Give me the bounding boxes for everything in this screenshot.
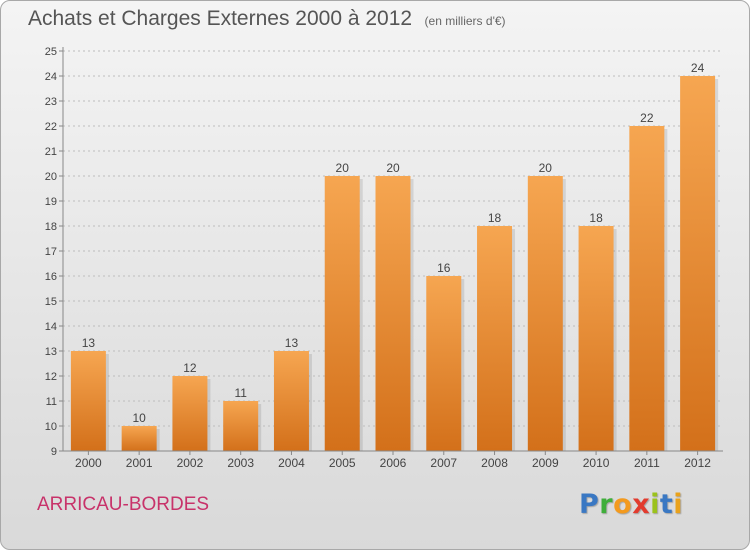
commune-name: ARRICAU-BORDES	[37, 494, 210, 515]
logo-letter: o	[613, 489, 633, 520]
bar	[70, 351, 106, 451]
logo-letter: P	[579, 489, 600, 520]
bar	[426, 276, 462, 451]
value-label: 12	[183, 361, 197, 375]
x-tick-label: 2005	[329, 456, 356, 470]
bars: 13 10 12 11 13 20 20 16 18 20 18 22 24	[70, 61, 719, 451]
bar	[121, 426, 157, 451]
y-tick-label: 20	[45, 171, 57, 183]
logo-letter: i	[673, 489, 684, 520]
proxiti-logo: Proxiti	[579, 489, 683, 520]
bar	[375, 176, 411, 451]
value-label: 13	[285, 336, 299, 350]
axes: 9 10 11 12 13 14 15 16 17 18 19 20 21 22 23 24 25 2000 200…	[45, 46, 723, 470]
bar	[477, 226, 513, 451]
y-tick-label: 12	[45, 371, 57, 383]
value-label: 16	[437, 261, 451, 275]
x-tick-label: 2008	[481, 456, 508, 470]
logo-letter: t	[659, 489, 674, 520]
y-tick-label: 13	[45, 346, 57, 358]
x-tick-label: 2002	[177, 456, 204, 470]
x-tick-label: 2001	[126, 456, 153, 470]
value-label: 11	[234, 386, 247, 400]
y-tick-label: 11	[46, 396, 57, 408]
y-tick-label: 23	[45, 96, 57, 108]
x-tick-label: 2009	[532, 456, 559, 470]
y-tick-label: 16	[45, 271, 57, 283]
y-tick-label: 9	[51, 446, 57, 458]
chart-title: Achats et Charges Externes 2000 à 2012	[28, 7, 413, 30]
y-tick-label: 22	[45, 121, 57, 133]
x-tick-label: 2000	[75, 456, 102, 470]
x-tick-label: 2006	[380, 456, 407, 470]
x-tick-label: 2003	[227, 456, 254, 470]
bar	[223, 401, 259, 451]
value-label: 22	[640, 111, 654, 125]
value-label: 20	[386, 161, 400, 175]
bar	[324, 176, 360, 451]
bar	[527, 176, 563, 451]
y-tick-label: 17	[45, 246, 57, 258]
x-tick-label: 2004	[278, 456, 305, 470]
y-tick-label: 14	[45, 321, 57, 333]
x-tick-label: 2011	[634, 456, 660, 470]
x-tick-label: 2012	[684, 456, 711, 470]
y-tick-label: 21	[45, 146, 57, 158]
y-tick-label: 19	[45, 196, 57, 208]
logo-letter: x	[632, 489, 651, 520]
y-tick-label: 25	[45, 46, 57, 58]
bar	[273, 351, 309, 451]
logo-letter: r	[599, 489, 614, 520]
x-tick-label: 2010	[583, 456, 610, 470]
value-label: 10	[132, 411, 146, 425]
value-label: 20	[539, 161, 553, 175]
y-tick-label: 18	[45, 221, 57, 233]
value-label: 24	[691, 61, 705, 75]
value-label: 18	[488, 211, 502, 225]
bar	[680, 76, 716, 451]
chart-unit: (en milliers d'€)	[424, 14, 506, 28]
value-label: 13	[82, 336, 96, 350]
bar	[172, 376, 208, 451]
y-tick-label: 24	[45, 71, 57, 83]
x-tick-label: 2007	[430, 456, 457, 470]
y-tick-label: 10	[45, 421, 57, 433]
bar	[578, 226, 614, 451]
value-label: 18	[589, 211, 603, 225]
bar	[629, 126, 665, 451]
value-label: 20	[336, 161, 350, 175]
y-tick-label: 15	[45, 296, 57, 308]
logo-letter: i	[650, 489, 660, 520]
title-row: Achats et Charges Externes 2000 à 2012 (…	[28, 7, 506, 31]
